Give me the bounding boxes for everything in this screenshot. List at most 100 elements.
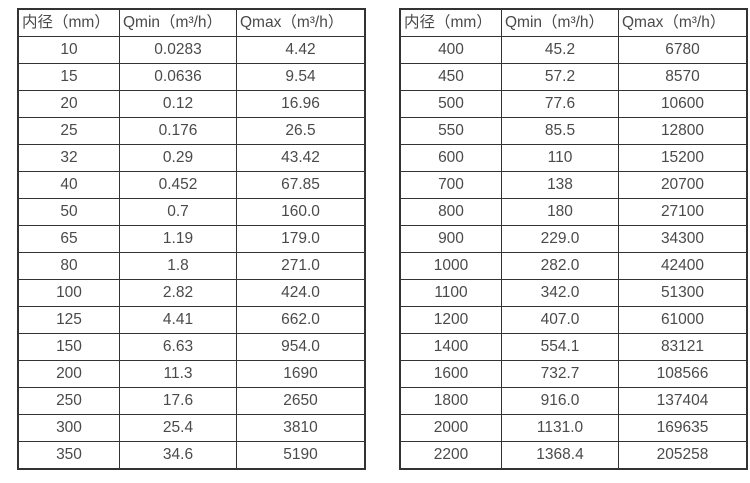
table-cell: 179.0 bbox=[236, 225, 366, 253]
table-cell: 1.19 bbox=[119, 225, 237, 253]
table-cell: 1100 bbox=[399, 279, 502, 307]
table-cell: 550 bbox=[399, 117, 502, 145]
table-row: 20 0.12 16.96 bbox=[17, 90, 366, 118]
table-row: 1400 554.1 83121 bbox=[399, 333, 748, 361]
table-cell: 137404 bbox=[618, 387, 748, 415]
table-row: 1600 732.7 108566 bbox=[399, 360, 748, 388]
table-cell: 25.4 bbox=[119, 414, 237, 442]
table-cell: 282.0 bbox=[501, 252, 619, 280]
table-cell: 42400 bbox=[618, 252, 748, 280]
table-row: 150 6.63 954.0 bbox=[17, 333, 366, 361]
table-cell: 350 bbox=[17, 441, 120, 470]
header-qmax: Qmax（m³/h） bbox=[236, 8, 366, 37]
table-cell: 15200 bbox=[618, 144, 748, 172]
table-row: 2200 1368.4 205258 bbox=[399, 441, 748, 470]
table-cell: 138 bbox=[501, 171, 619, 199]
table-body: 400 45.2 6780 450 57.2 8570 500 77.6 10600 550 85.… bbox=[399, 36, 748, 470]
table-cell: 1368.4 bbox=[501, 441, 619, 470]
table-cell: 83121 bbox=[618, 333, 748, 361]
table-cell: 169635 bbox=[618, 414, 748, 442]
table-cell: 180 bbox=[501, 198, 619, 226]
table-row: 65 1.19 179.0 bbox=[17, 225, 366, 253]
table-cell: 32 bbox=[17, 144, 120, 172]
table-cell: 600 bbox=[399, 144, 502, 172]
table-cell: 200 bbox=[17, 360, 120, 388]
table-cell: 1.8 bbox=[119, 252, 237, 280]
table-body: 10 0.0283 4.42 15 0.0636 9.54 20 0.12 16.96 25 0.1… bbox=[17, 36, 366, 470]
table-row: 80 1.8 271.0 bbox=[17, 252, 366, 280]
table-row: 1000 282.0 42400 bbox=[399, 252, 748, 280]
table-cell: 500 bbox=[399, 90, 502, 118]
table-cell: 40 bbox=[17, 171, 120, 199]
table-cell: 2.82 bbox=[119, 279, 237, 307]
table-row: 400 45.2 6780 bbox=[399, 36, 748, 64]
table-cell: 125 bbox=[17, 306, 120, 334]
table-row: 100 2.82 424.0 bbox=[17, 279, 366, 307]
table-cell: 0.7 bbox=[119, 198, 237, 226]
table-cell: 61000 bbox=[618, 306, 748, 334]
table-cell: 12800 bbox=[618, 117, 748, 145]
table-cell: 1000 bbox=[399, 252, 502, 280]
table-cell: 0.0636 bbox=[119, 63, 237, 91]
table-cell: 8570 bbox=[618, 63, 748, 91]
table-cell: 6.63 bbox=[119, 333, 237, 361]
table-cell: 1400 bbox=[399, 333, 502, 361]
table-cell: 9.54 bbox=[236, 63, 366, 91]
header-row: 内径（mm） Qmin（m³/h） Qmax（m³/h） bbox=[17, 8, 366, 37]
table-cell: 11.3 bbox=[119, 360, 237, 388]
table-cell: 1200 bbox=[399, 306, 502, 334]
table-row: 15 0.0636 9.54 bbox=[17, 63, 366, 91]
flow-table-large-diameters: 内径（mm） Qmin（m³/h） Qmax（m³/h） 400 45.2 6780… bbox=[399, 8, 748, 470]
table-row: 450 57.2 8570 bbox=[399, 63, 748, 91]
header-inner-diameter: 内径（mm） bbox=[399, 8, 502, 37]
table-cell: 10600 bbox=[618, 90, 748, 118]
table-cell: 450 bbox=[399, 63, 502, 91]
table-cell: 800 bbox=[399, 198, 502, 226]
table-cell: 916.0 bbox=[501, 387, 619, 415]
header-qmin: Qmin（m³/h） bbox=[501, 8, 619, 37]
table-cell: 4.42 bbox=[236, 36, 366, 64]
table-cell: 57.2 bbox=[501, 63, 619, 91]
table-cell: 229.0 bbox=[501, 225, 619, 253]
table-row: 300 25.4 3810 bbox=[17, 414, 366, 442]
table-cell: 34300 bbox=[618, 225, 748, 253]
table-cell: 4.41 bbox=[119, 306, 237, 334]
table-cell: 85.5 bbox=[501, 117, 619, 145]
table-cell: 150 bbox=[17, 333, 120, 361]
table-cell: 15 bbox=[17, 63, 120, 91]
table-cell: 732.7 bbox=[501, 360, 619, 388]
table-cell: 51300 bbox=[618, 279, 748, 307]
table-cell: 1131.0 bbox=[501, 414, 619, 442]
table-cell: 1600 bbox=[399, 360, 502, 388]
table-cell: 205258 bbox=[618, 441, 748, 470]
table-row: 2000 1131.0 169635 bbox=[399, 414, 748, 442]
header-qmax: Qmax（m³/h） bbox=[618, 8, 748, 37]
table-cell: 43.42 bbox=[236, 144, 366, 172]
table-cell: 400 bbox=[399, 36, 502, 64]
table-cell: 20700 bbox=[618, 171, 748, 199]
table-cell: 900 bbox=[399, 225, 502, 253]
table-row: 10 0.0283 4.42 bbox=[17, 36, 366, 64]
table-cell: 5190 bbox=[236, 441, 366, 470]
table-row: 700 138 20700 bbox=[399, 171, 748, 199]
table-cell: 0.29 bbox=[119, 144, 237, 172]
table-row: 350 34.6 5190 bbox=[17, 441, 366, 470]
table-cell: 34.6 bbox=[119, 441, 237, 470]
table-cell: 2000 bbox=[399, 414, 502, 442]
table-cell: 27100 bbox=[618, 198, 748, 226]
table-cell: 250 bbox=[17, 387, 120, 415]
table-cell: 20 bbox=[17, 90, 120, 118]
table-cell: 342.0 bbox=[501, 279, 619, 307]
header-row: 内径（mm） Qmin（m³/h） Qmax（m³/h） bbox=[399, 8, 748, 37]
table-row: 25 0.176 26.5 bbox=[17, 117, 366, 145]
table-cell: 160.0 bbox=[236, 198, 366, 226]
table-row: 32 0.29 43.42 bbox=[17, 144, 366, 172]
table-cell: 2200 bbox=[399, 441, 502, 470]
table-cell: 25 bbox=[17, 117, 120, 145]
table-cell: 6780 bbox=[618, 36, 748, 64]
flow-rate-tables-page: 内径（mm） Qmin（m³/h） Qmax（m³/h） 10 0.0283 4.4… bbox=[17, 8, 748, 470]
header-inner-diameter: 内径（mm） bbox=[17, 8, 120, 37]
table-row: 1800 916.0 137404 bbox=[399, 387, 748, 415]
table-row: 1200 407.0 61000 bbox=[399, 306, 748, 334]
table-cell: 407.0 bbox=[501, 306, 619, 334]
